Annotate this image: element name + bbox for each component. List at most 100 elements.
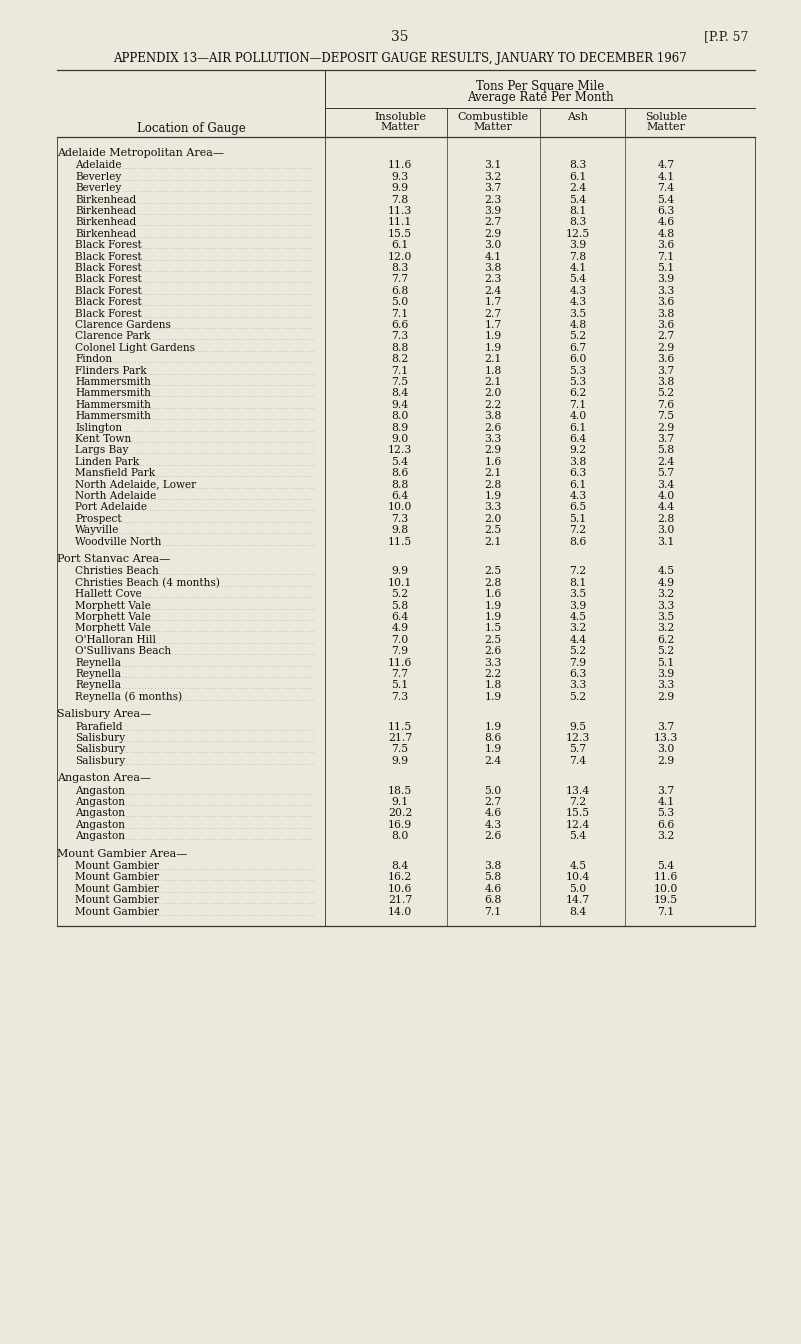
Text: 2.9: 2.9 <box>485 445 501 456</box>
Text: 3.7: 3.7 <box>658 434 674 444</box>
Text: 8.0: 8.0 <box>392 831 409 841</box>
Text: Birkenhead: Birkenhead <box>75 218 136 227</box>
Text: 3.2: 3.2 <box>658 624 674 633</box>
Text: 2.7: 2.7 <box>485 309 501 319</box>
Text: 5.3: 5.3 <box>570 366 586 375</box>
Text: 20.2: 20.2 <box>388 808 413 818</box>
Text: 7.2: 7.2 <box>570 566 586 577</box>
Text: 3.2: 3.2 <box>485 172 501 181</box>
Text: 3.6: 3.6 <box>658 241 674 250</box>
Text: 3.3: 3.3 <box>658 680 674 691</box>
Text: 18.5: 18.5 <box>388 786 413 796</box>
Text: 13.4: 13.4 <box>566 786 590 796</box>
Text: 8.0: 8.0 <box>392 411 409 421</box>
Text: Matter: Matter <box>646 122 686 132</box>
Text: Angaston: Angaston <box>75 797 125 806</box>
Text: 5.1: 5.1 <box>658 263 674 273</box>
Text: 4.0: 4.0 <box>658 491 674 501</box>
Text: 6.3: 6.3 <box>658 206 674 216</box>
Text: North Adelaide, Lower: North Adelaide, Lower <box>75 480 196 489</box>
Text: 7.4: 7.4 <box>570 755 586 766</box>
Text: 9.3: 9.3 <box>392 172 409 181</box>
Text: Morphett Vale: Morphett Vale <box>75 612 151 622</box>
Text: 6.4: 6.4 <box>392 612 409 622</box>
Text: 8.2: 8.2 <box>392 355 409 364</box>
Text: 5.4: 5.4 <box>570 831 586 841</box>
Text: 5.4: 5.4 <box>570 274 586 285</box>
Text: 1.9: 1.9 <box>485 692 501 702</box>
Text: 8.4: 8.4 <box>392 862 409 871</box>
Text: 2.5: 2.5 <box>485 526 501 535</box>
Text: 6.6: 6.6 <box>658 820 674 829</box>
Text: Salisbury: Salisbury <box>75 745 125 754</box>
Text: 1.9: 1.9 <box>485 601 501 610</box>
Text: Hammersmith: Hammersmith <box>75 378 151 387</box>
Text: 5.0: 5.0 <box>570 884 586 894</box>
Text: 3.9: 3.9 <box>570 601 586 610</box>
Text: Hammersmith: Hammersmith <box>75 411 151 421</box>
Text: 10.1: 10.1 <box>388 578 413 587</box>
Text: APPENDIX 13—AIR POLLUTION—DEPOSIT GAUGE RESULTS, JANUARY TO DECEMBER 1967: APPENDIX 13—AIR POLLUTION—DEPOSIT GAUGE … <box>113 52 687 65</box>
Text: 3.9: 3.9 <box>658 274 674 285</box>
Text: 6.2: 6.2 <box>658 634 674 645</box>
Text: 4.5: 4.5 <box>658 566 674 577</box>
Text: 6.1: 6.1 <box>392 241 409 250</box>
Text: 1.8: 1.8 <box>485 680 501 691</box>
Text: 8.3: 8.3 <box>392 263 409 273</box>
Text: Morphett Vale: Morphett Vale <box>75 624 151 633</box>
Text: Christies Beach: Christies Beach <box>75 566 159 577</box>
Text: 9.9: 9.9 <box>392 566 409 577</box>
Text: 10.0: 10.0 <box>654 884 678 894</box>
Text: 1.9: 1.9 <box>485 745 501 754</box>
Text: O'Halloran Hill: O'Halloran Hill <box>75 634 156 645</box>
Text: Angaston: Angaston <box>75 786 125 796</box>
Text: 7.2: 7.2 <box>570 526 586 535</box>
Text: O'Sullivans Beach: O'Sullivans Beach <box>75 646 171 656</box>
Text: Woodville North: Woodville North <box>75 536 161 547</box>
Text: Mount Gambier: Mount Gambier <box>75 862 159 871</box>
Text: 2.6: 2.6 <box>485 831 501 841</box>
Text: 7.2: 7.2 <box>570 797 586 806</box>
Text: 7.5: 7.5 <box>392 378 409 387</box>
Text: 11.3: 11.3 <box>388 206 413 216</box>
Text: 2.0: 2.0 <box>485 513 501 524</box>
Text: 12.5: 12.5 <box>566 228 590 239</box>
Text: 2.6: 2.6 <box>485 422 501 433</box>
Text: 4.1: 4.1 <box>570 263 586 273</box>
Text: 2.0: 2.0 <box>485 388 501 398</box>
Text: 6.7: 6.7 <box>570 343 586 352</box>
Text: Islington: Islington <box>75 422 122 433</box>
Text: 1.9: 1.9 <box>485 612 501 622</box>
Text: 5.4: 5.4 <box>570 195 586 204</box>
Text: 3.3: 3.3 <box>658 601 674 610</box>
Text: 10.0: 10.0 <box>388 503 413 512</box>
Text: 8.4: 8.4 <box>392 388 409 398</box>
Text: 6.4: 6.4 <box>392 491 409 501</box>
Text: 2.1: 2.1 <box>485 536 501 547</box>
Text: Reynella (6 months): Reynella (6 months) <box>75 692 182 703</box>
Text: Adelaide Metropolitan Area—: Adelaide Metropolitan Area— <box>57 148 224 159</box>
Text: 9.4: 9.4 <box>392 399 409 410</box>
Text: 6.3: 6.3 <box>570 669 586 679</box>
Text: 1.7: 1.7 <box>485 320 501 331</box>
Text: Matter: Matter <box>473 122 513 132</box>
Text: 3.9: 3.9 <box>658 669 674 679</box>
Text: 4.1: 4.1 <box>485 251 501 262</box>
Text: 7.0: 7.0 <box>392 634 409 645</box>
Text: Clarence Gardens: Clarence Gardens <box>75 320 171 331</box>
Text: 2.5: 2.5 <box>485 566 501 577</box>
Text: Reynella: Reynella <box>75 680 121 691</box>
Text: 3.8: 3.8 <box>570 457 586 466</box>
Text: 2.2: 2.2 <box>485 669 501 679</box>
Text: 5.7: 5.7 <box>570 745 586 754</box>
Text: Mansfield Park: Mansfield Park <box>75 468 155 478</box>
Text: Linden Park: Linden Park <box>75 457 139 466</box>
Text: 8.4: 8.4 <box>570 907 586 917</box>
Text: Parafield: Parafield <box>75 722 123 731</box>
Text: 4.8: 4.8 <box>658 228 674 239</box>
Text: 7.1: 7.1 <box>392 366 409 375</box>
Text: 6.1: 6.1 <box>570 172 586 181</box>
Text: 2.8: 2.8 <box>485 578 501 587</box>
Text: 8.9: 8.9 <box>392 422 409 433</box>
Text: 7.4: 7.4 <box>658 183 674 194</box>
